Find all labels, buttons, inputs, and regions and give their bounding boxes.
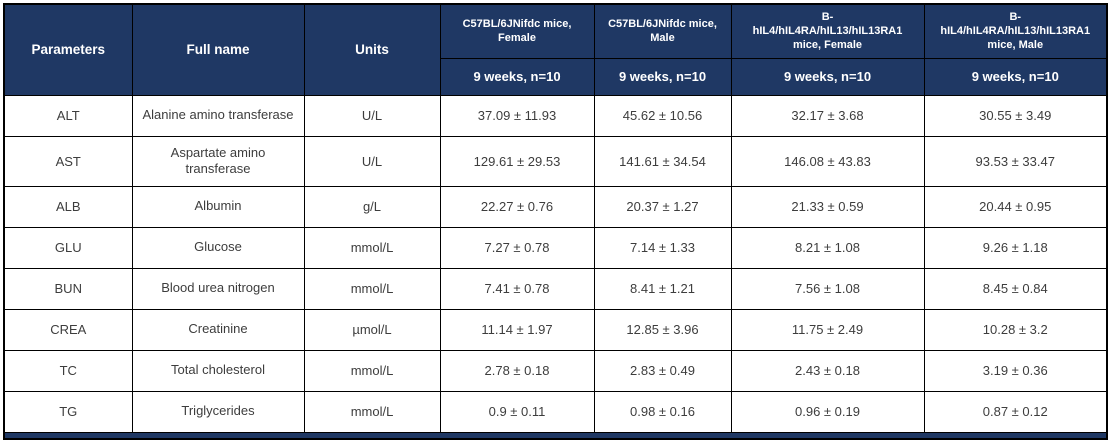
- group-header-b-hil4-female: B- hIL4/hIL4RA/hIL13/hIL13RA1 mice, Fema…: [730, 3, 925, 59]
- value-cell: 0.98 ± 0.16: [593, 390, 732, 433]
- parameter-cell: TC: [3, 349, 133, 392]
- table-row-crea: CREA Creatinine µmol/L 11.14 ± 1.97 12.8…: [3, 308, 1108, 351]
- fullname-cell: Total cholesterol: [131, 349, 305, 392]
- fullname-cell: Blood urea nitrogen: [131, 267, 305, 310]
- cohort-header-3: 9 weeks, n=10: [923, 57, 1108, 96]
- value-cell: 7.27 ± 0.78: [439, 226, 595, 269]
- table-header: Parameters Full name Units C57BL/6JNifdc…: [3, 3, 1108, 96]
- value-cell: 2.43 ± 0.18: [730, 349, 925, 392]
- value-cell: 141.61 ± 34.54: [593, 135, 732, 187]
- value-cell: 8.45 ± 0.84: [923, 267, 1108, 310]
- group-header-row: Parameters Full name Units C57BL/6JNifdc…: [3, 3, 1108, 96]
- group-header-c57-female: C57BL/6JNifdc mice, Female: [439, 3, 595, 59]
- table-row-glu: GLU Glucose mmol/L 7.27 ± 0.78 7.14 ± 1.…: [3, 226, 1108, 269]
- parameter-cell: TG: [3, 390, 133, 433]
- table-row-alb: ALB Albumin g/L 22.27 ± 0.76 20.37 ± 1.2…: [3, 185, 1108, 228]
- value-cell: 7.41 ± 0.78: [439, 267, 595, 310]
- units-cell: U/L: [303, 94, 441, 137]
- parameter-cell: ALT: [3, 94, 133, 137]
- value-cell: 12.85 ± 3.96: [593, 308, 732, 351]
- units-cell: mmol/L: [303, 349, 441, 392]
- fullname-cell: Aspartate amino transferase: [131, 135, 305, 187]
- cohort-header-row: 9 weeks, n=10 9 weeks, n=10 9 weeks, n=1…: [4, 57, 1108, 96]
- value-cell: 0.9 ± 0.11: [439, 390, 595, 433]
- value-cell: 9.26 ± 1.18: [923, 226, 1108, 269]
- units-cell: mmol/L: [303, 226, 441, 269]
- fullname-cell: Alanine amino transferase: [131, 94, 305, 137]
- table-body: ALT Alanine amino transferase U/L 37.09 …: [3, 94, 1108, 433]
- value-cell: 21.33 ± 0.59: [730, 185, 925, 228]
- value-cell: 146.08 ± 43.83: [730, 135, 925, 187]
- value-cell: 11.14 ± 1.97: [439, 308, 595, 351]
- fullname-cell: Creatinine: [131, 308, 305, 351]
- cohort-header-0: 9 weeks, n=10: [439, 57, 595, 96]
- value-cell: 0.96 ± 0.19: [730, 390, 925, 433]
- cohort-header-1: 9 weeks, n=10: [593, 57, 732, 96]
- parameter-cell: ALB: [3, 185, 133, 228]
- col-header-units: Units: [303, 3, 441, 96]
- col-header-parameters: Parameters: [3, 3, 133, 96]
- units-cell: mmol/L: [303, 267, 441, 310]
- value-cell: 37.09 ± 11.93: [439, 94, 595, 137]
- parameter-cell: BUN: [3, 267, 133, 310]
- table-footer: [3, 431, 1108, 440]
- value-cell: 20.37 ± 1.27: [593, 185, 732, 228]
- value-cell: 3.19 ± 0.36: [923, 349, 1108, 392]
- fullname-cell: Triglycerides: [131, 390, 305, 433]
- parameter-cell: CREA: [3, 308, 133, 351]
- value-cell: 2.78 ± 0.18: [439, 349, 595, 392]
- value-cell: 30.55 ± 3.49: [923, 94, 1108, 137]
- group-header-c57-male: C57BL/6JNifdc mice, Male: [593, 3, 732, 59]
- cohort-header-2: 9 weeks, n=10: [730, 57, 925, 96]
- units-cell: U/L: [303, 135, 441, 187]
- blood-biochemistry-table: Parameters Full name Units C57BL/6JNifdc…: [3, 3, 1108, 440]
- value-cell: 8.21 ± 1.08: [730, 226, 925, 269]
- value-cell: 20.44 ± 0.95: [923, 185, 1108, 228]
- fullname-cell: Albumin: [131, 185, 305, 228]
- value-cell: 22.27 ± 0.76: [439, 185, 595, 228]
- col-header-full-name: Full name: [131, 3, 305, 96]
- parameter-cell: GLU: [3, 226, 133, 269]
- units-cell: µmol/L: [303, 308, 441, 351]
- parameter-cell: AST: [3, 135, 133, 187]
- value-cell: 45.62 ± 10.56: [593, 94, 732, 137]
- footer-bar-row: [3, 431, 1108, 440]
- table-row-bun: BUN Blood urea nitrogen mmol/L 7.41 ± 0.…: [3, 267, 1108, 310]
- value-cell: 32.17 ± 3.68: [730, 94, 925, 137]
- value-cell: 129.61 ± 29.53: [439, 135, 595, 187]
- value-cell: 10.28 ± 3.2: [923, 308, 1108, 351]
- table-row-tc: TC Total cholesterol mmol/L 2.78 ± 0.18 …: [3, 349, 1108, 392]
- value-cell: 11.75 ± 2.49: [730, 308, 925, 351]
- group-header-b-hil4-male: B- hIL4/hIL4RA/hIL13/hIL13RA1 mice, Male: [923, 3, 1108, 59]
- fullname-cell: Glucose: [131, 226, 305, 269]
- value-cell: 8.41 ± 1.21: [593, 267, 732, 310]
- value-cell: 2.83 ± 0.49: [593, 349, 732, 392]
- units-cell: g/L: [303, 185, 441, 228]
- table-row-alt: ALT Alanine amino transferase U/L 37.09 …: [3, 94, 1108, 137]
- value-cell: 7.56 ± 1.08: [730, 267, 925, 310]
- value-cell: 7.14 ± 1.33: [593, 226, 732, 269]
- table-row-tg: TG Triglycerides mmol/L 0.9 ± 0.11 0.98 …: [3, 390, 1108, 433]
- value-cell: 93.53 ± 33.47: [923, 135, 1108, 187]
- table-row-ast: AST Aspartate amino transferase U/L 129.…: [3, 135, 1108, 187]
- value-cell: 0.87 ± 0.12: [923, 390, 1108, 433]
- table-footer-bar: [3, 431, 1108, 440]
- units-cell: mmol/L: [303, 390, 441, 433]
